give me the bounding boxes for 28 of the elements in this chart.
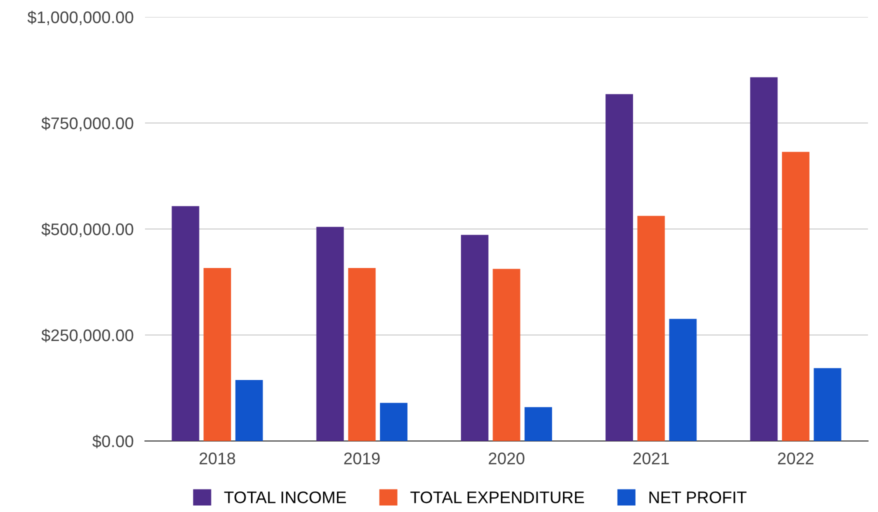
x-tick-label: 2021 [633, 452, 669, 464]
bar [348, 268, 376, 441]
legend-label: TOTAL INCOME [224, 491, 346, 504]
x-tick-label: 2018 [200, 452, 236, 464]
x-tick-label: 2022 [778, 452, 814, 464]
y-tick-label: $1,000,000.00 [27, 10, 134, 26]
bar [172, 206, 200, 441]
bar [524, 407, 552, 441]
y-tick-label: $750,000.00 [41, 116, 134, 132]
bar [380, 402, 408, 441]
bar [235, 380, 263, 441]
bar [637, 216, 665, 441]
x-tick-label: 2019 [344, 452, 380, 464]
bar [750, 77, 778, 441]
bar [316, 226, 344, 441]
bar [204, 268, 232, 441]
y-tick-label: $250,000.00 [41, 328, 134, 344]
bar [606, 94, 634, 441]
bar [814, 368, 842, 441]
y-tick-label: $500,000.00 [41, 222, 134, 238]
y-tick-label: $0.00 [92, 434, 134, 448]
x-tick-label: 2020 [488, 452, 524, 464]
bar [492, 268, 520, 441]
legend-label: TOTAL EXPENDITURE [410, 491, 584, 504]
bar [782, 152, 810, 441]
bar [669, 318, 697, 441]
legend-label: NET PROFIT [649, 491, 746, 504]
bar [460, 234, 488, 441]
